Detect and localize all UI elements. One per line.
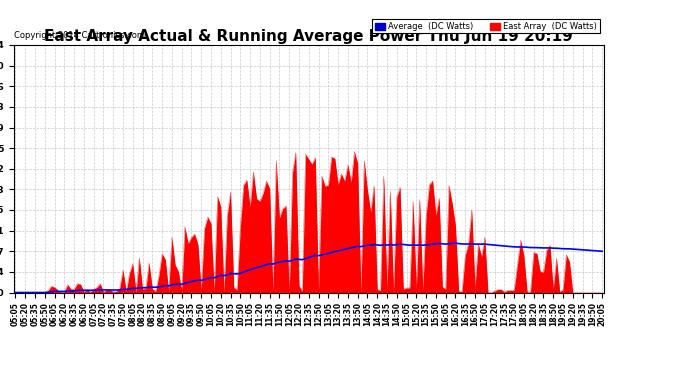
Title: East Array Actual & Running Average Power Thu Jun 19 20:19: East Array Actual & Running Average Powe… — [44, 29, 573, 44]
Legend: Average  (DC Watts), East Array  (DC Watts): Average (DC Watts), East Array (DC Watts… — [372, 20, 600, 33]
Text: Copyright 2014 Cartronics.com: Copyright 2014 Cartronics.com — [14, 31, 145, 40]
